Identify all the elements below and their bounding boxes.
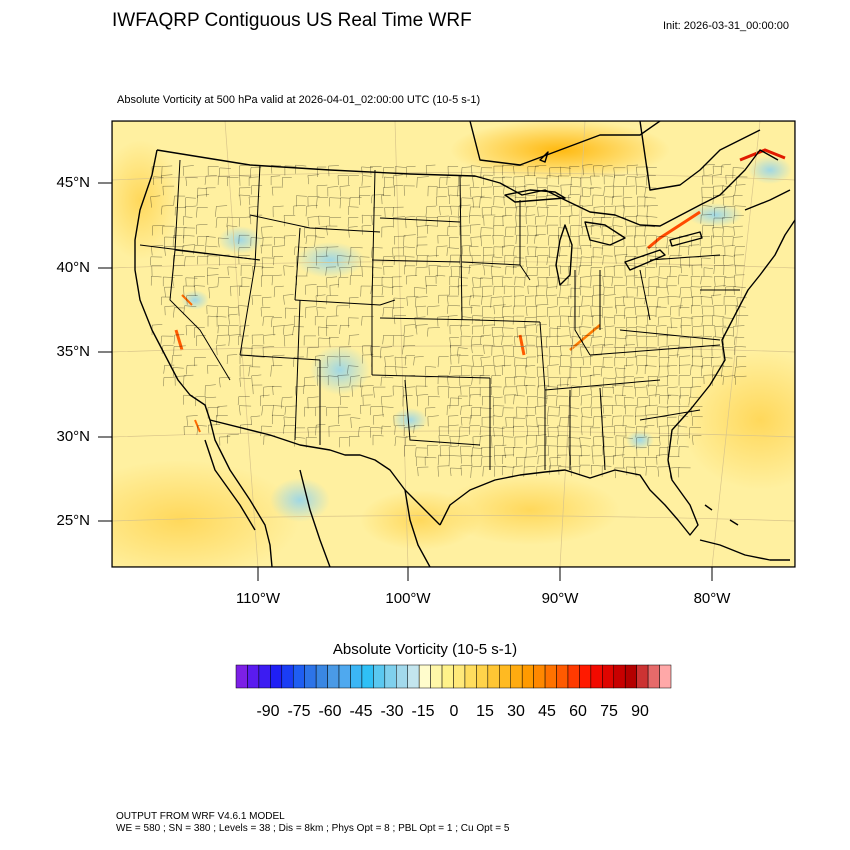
colorbar-tick-label: 0	[449, 703, 459, 720]
colorbar-tick-label: 30	[507, 703, 525, 720]
colorbar-title: Absolute Vorticity (10-5 s-1)	[332, 641, 518, 658]
colorbar-cell	[407, 664, 420, 689]
footer-line-1: OUTPUT FROM WRF V4.6.1 MODEL	[116, 811, 285, 822]
colorbar-cell	[510, 664, 523, 689]
colorbar-tick-label: -45	[349, 703, 373, 720]
colorbar-cell	[533, 664, 546, 689]
colorbar-cell	[476, 664, 489, 689]
colorbar-cell	[258, 664, 271, 689]
colorbar-tick-label: 45	[538, 703, 556, 720]
colorbar-cell	[613, 664, 626, 689]
colorbar-cell	[430, 664, 443, 689]
colorbar-cell	[579, 664, 592, 689]
lon-label-80w: 80°W	[693, 590, 731, 607]
colorbar-cell	[647, 664, 660, 689]
colorbar-tick-label: -30	[380, 703, 404, 720]
footer-line-2: WE = 580 ; SN = 380 ; Levels = 38 ; Dis …	[116, 823, 510, 834]
colorbar-cell	[544, 664, 557, 689]
lon-label-90w: 90°W	[541, 590, 579, 607]
lon-label-110w: 110°W	[235, 590, 281, 607]
colorbar-cell	[464, 664, 477, 689]
colorbar-cell	[521, 664, 534, 689]
colorbar-cell	[315, 664, 328, 689]
colorbar-cell	[281, 664, 294, 689]
colorbar-cell	[659, 664, 672, 689]
colorbar-tick-label: 90	[631, 703, 649, 720]
colorbar-cell	[350, 664, 363, 689]
colorbar-cell	[384, 664, 397, 689]
colorbar-cell	[453, 664, 466, 689]
plot-subtitle: Absolute Vorticity at 500 hPa valid at 2…	[117, 94, 481, 106]
colorbar-cell	[270, 664, 283, 689]
colorbar-cell	[396, 664, 408, 689]
colorbar-tick-label: 60	[569, 703, 587, 720]
colorbar-cell	[327, 664, 340, 689]
county-boundaries	[150, 163, 749, 479]
lat-label-45: 45°N	[56, 174, 90, 191]
colorbar-cell	[418, 664, 431, 689]
colorbar-tick-label: -15	[411, 703, 435, 720]
lat-label-35: 35°N	[56, 343, 90, 360]
colorbar	[235, 664, 672, 689]
vorticity-field	[112, 121, 795, 567]
colorbar-cell	[567, 664, 580, 689]
lat-label-40: 40°N	[56, 259, 90, 276]
lat-label-25: 25°N	[56, 512, 90, 529]
colorbar-cell	[602, 664, 615, 689]
colorbar-cell	[590, 664, 603, 689]
colorbar-tick-label: 75	[600, 703, 618, 720]
colorbar-cell	[247, 664, 260, 689]
colorbar-cell	[636, 664, 649, 689]
colorbar-tick-label: -75	[287, 703, 311, 720]
colorbar-tick-labels: -90 -75 -60 -45 -30 -15 0 15 30 45 60 75 90	[0, 703, 850, 725]
colorbar-cell	[373, 664, 386, 689]
lat-label-30: 30°N	[56, 428, 90, 445]
colorbar-cell	[304, 664, 317, 689]
colorbar-cell	[338, 664, 351, 689]
colorbar-cell	[624, 664, 637, 689]
colorbar-tick-label: -60	[318, 703, 342, 720]
model-footer: OUTPUT FROM WRF V4.6.1 MODEL WE = 580 ; …	[116, 811, 509, 835]
lon-label-100w: 100°W	[385, 590, 431, 607]
init-time-label: Init: 2026-03-31_00:00:00	[663, 20, 789, 32]
colorbar-cell	[235, 664, 248, 689]
colorbar-cell	[556, 664, 569, 689]
colorbar-tick-label: 15	[476, 703, 494, 720]
colorbar-cell	[292, 664, 305, 689]
colorbar-cell	[499, 664, 511, 689]
main-title: IWFAQRP Contiguous US Real Time WRF	[112, 10, 472, 31]
colorbar-cell	[441, 664, 454, 689]
colorbar-cell	[361, 664, 374, 689]
colorbar-cell	[487, 664, 500, 689]
colorbar-tick-label: -90	[256, 703, 280, 720]
